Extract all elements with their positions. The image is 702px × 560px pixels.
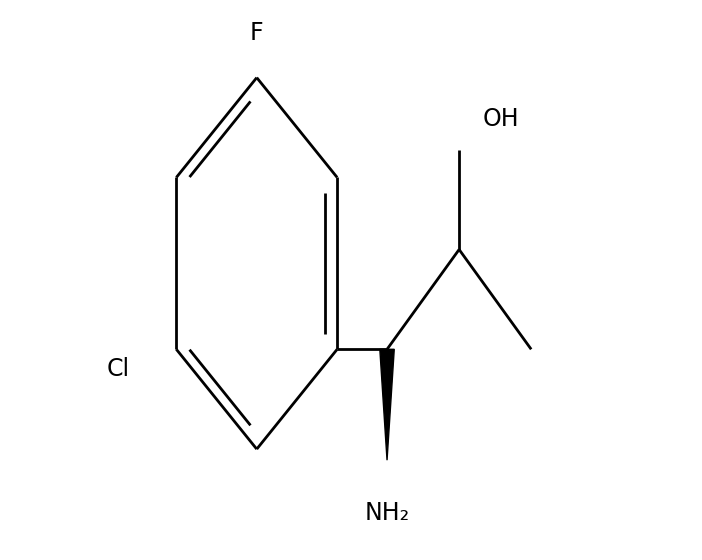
Polygon shape	[380, 349, 395, 460]
Text: F: F	[250, 21, 263, 45]
Text: NH₂: NH₂	[364, 501, 409, 525]
Text: Cl: Cl	[107, 357, 130, 381]
Text: OH: OH	[482, 107, 519, 131]
